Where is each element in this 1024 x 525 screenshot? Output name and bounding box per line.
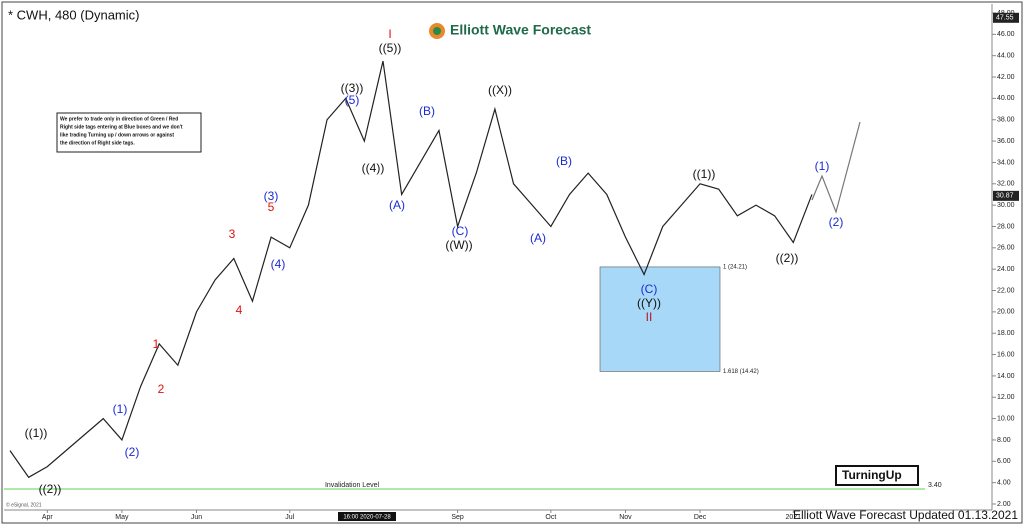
y-tick-label: 32.00 — [997, 181, 1015, 188]
copyright: © eSignal, 2021 — [6, 501, 42, 508]
y-tick-label: 14.00 — [997, 373, 1015, 380]
wave-label: (A) — [389, 198, 405, 212]
note: We prefer to trade only in direction of … — [60, 116, 183, 146]
wave-label: 5 — [268, 200, 275, 214]
badge: TurningUp — [842, 468, 902, 482]
y-tick-label: 42.00 — [997, 74, 1015, 81]
wave-label: ((1)) — [693, 167, 716, 181]
y-tick-label: 26.00 — [997, 245, 1015, 252]
footer: Elliott Wave Forecast Updated 01.13.2021 — [793, 508, 1018, 522]
fib-box — [599, 266, 721, 372]
y-tick-label: 44.00 — [997, 53, 1015, 60]
x-tick-label: Dec — [694, 514, 707, 521]
y-tick-label: 40.00 — [997, 95, 1015, 102]
x-tick-label: Sep — [451, 514, 464, 521]
wave-label: I — [388, 27, 391, 41]
x-tick-label: Apr — [42, 514, 54, 521]
note-line: like trading Turning up / down arrows or… — [60, 132, 174, 138]
y-tick-label: 16.00 — [997, 351, 1015, 358]
wave-label: ((5)) — [379, 41, 402, 55]
wave-label: 3 — [229, 227, 236, 241]
note-line: We prefer to trade only in direction of … — [60, 116, 178, 122]
y-tick-label: 38.00 — [997, 117, 1015, 124]
y-tick-label: 46.00 — [997, 31, 1015, 38]
y-tick-label: 2.00 — [997, 501, 1011, 508]
wave-label: (C) — [641, 282, 658, 296]
x-tick-label: Oct — [545, 514, 556, 521]
y-tick-label: 12.00 — [997, 394, 1015, 401]
wave-label: (B) — [419, 104, 435, 118]
wave-label: ((W)) — [445, 238, 472, 252]
wave-label: (5) — [345, 93, 360, 107]
wave-label: (1) — [815, 159, 830, 173]
note-box — [56, 112, 202, 153]
invalidation-value: 3.40 — [928, 482, 942, 489]
brand: Elliott Wave Forecast — [450, 22, 591, 38]
y-tick-label: 6.00 — [997, 458, 1011, 465]
y-tick-label: 36.00 — [997, 138, 1015, 145]
invalidation-label: Invalidation Level — [325, 482, 380, 489]
wave-label: ((Y)) — [637, 296, 661, 310]
x-tick-label: 2021 — [786, 514, 802, 521]
wave-label: (C) — [452, 224, 469, 238]
crosshair-label: 16:00 2020-07-28 — [343, 515, 391, 521]
wave-label: ((2)) — [776, 251, 799, 265]
x-tick-label: Jun — [191, 514, 202, 521]
wave-label: (2) — [125, 445, 140, 459]
price-marker-label: 47.55 — [996, 15, 1014, 22]
wave-label: ((X)) — [488, 83, 512, 97]
wave-label: ((3)) — [341, 81, 364, 95]
wave-label: (3) — [264, 189, 279, 203]
wave-label: 1 — [153, 337, 160, 351]
y-tick-label: 4.00 — [997, 479, 1011, 486]
price-marker-label: 30.87 — [996, 193, 1014, 200]
wave-label: (2) — [829, 215, 844, 229]
y-tick-label: 8.00 — [997, 437, 1011, 444]
y-tick-label: 28.00 — [997, 223, 1015, 230]
wave-label: ((4)) — [362, 161, 385, 175]
projection-path — [811, 121, 861, 214]
fib-label: 1 (24.21) — [723, 265, 747, 271]
x-tick-label: Nov — [619, 514, 632, 521]
price-marker — [993, 12, 1019, 23]
wave-label: ((1)) — [25, 426, 48, 440]
y-tick-label: 30.00 — [997, 202, 1015, 209]
wave-label: (B) — [556, 154, 572, 168]
x-tick-label: Jul — [285, 514, 294, 521]
wave-label: (1) — [113, 402, 128, 416]
y-tick-label: 18.00 — [997, 330, 1015, 337]
wave-label: (A) — [530, 231, 546, 245]
wave-label: ((2)) — [39, 482, 62, 496]
price-line — [9, 60, 813, 479]
wave-label: II — [646, 310, 653, 324]
badge-box — [835, 465, 919, 486]
y-tick-label: 20.00 — [997, 309, 1015, 316]
x-tick-label: May — [115, 514, 129, 521]
wave-label: 4 — [236, 303, 243, 317]
chart-title: * CWH, 480 (Dynamic) — [8, 7, 139, 22]
wave-label: (4) — [271, 257, 286, 271]
fib-label: 1.618 (14.42) — [723, 369, 759, 375]
y-tick-label: 24.00 — [997, 266, 1015, 273]
wave-label: 2 — [158, 382, 165, 396]
y-tick-label: 22.00 — [997, 287, 1015, 294]
crosshair-box — [338, 512, 396, 521]
y-tick-label: 10.00 — [997, 415, 1015, 422]
note-line: the direction of Right side tags. — [60, 140, 135, 146]
logo-icon-inner — [433, 27, 441, 35]
note-line: Right side tags entering at Blue boxes a… — [60, 124, 183, 130]
price-marker — [993, 190, 1019, 201]
y-tick-label: 34.00 — [997, 159, 1015, 166]
